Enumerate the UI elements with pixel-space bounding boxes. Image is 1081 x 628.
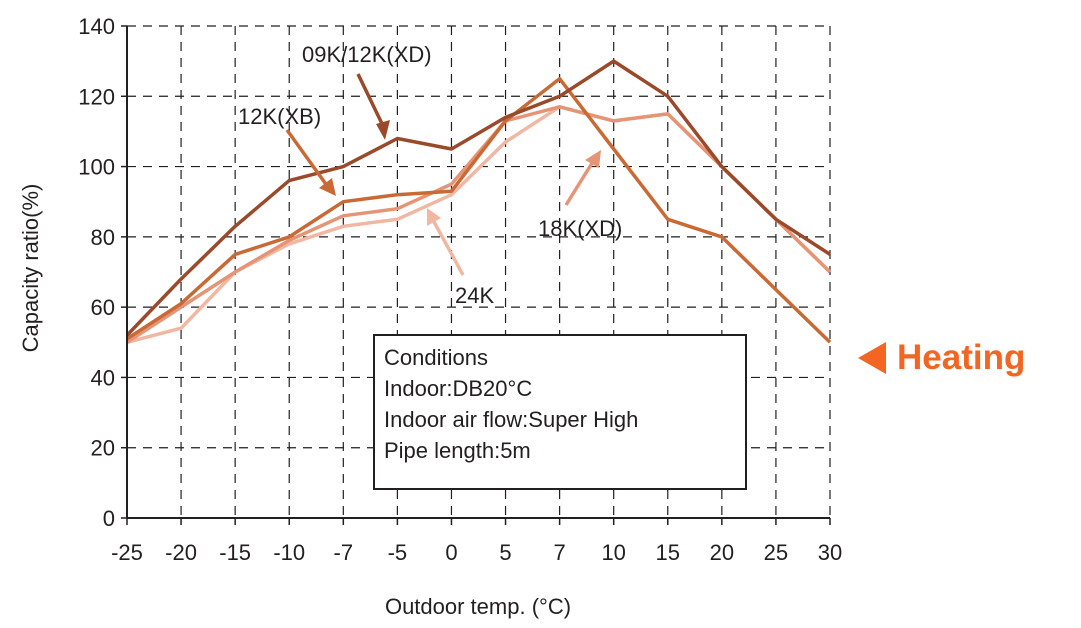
callout-arrow-24k (431, 219, 465, 276)
label-09k-12k-xd: 09K/12K(XD) (302, 42, 432, 67)
label-18k-xd: 18K(XD) (538, 216, 622, 241)
axes (121, 25, 831, 525)
grid-lines (127, 25, 831, 518)
callout-arrowhead-12k (319, 178, 336, 196)
x-tick-label: 0 (445, 540, 457, 565)
x-tick-label: 25 (764, 540, 788, 565)
heating-text: Heating (897, 338, 1026, 377)
x-tick-label: -15 (219, 540, 251, 565)
series-label-09k-12k-xd: 09K/12K(XD) (302, 42, 432, 140)
x-tick-label: 15 (656, 540, 680, 565)
left-arrow-icon (858, 342, 886, 374)
callout-arrowhead-09k (376, 120, 390, 140)
conditions-title: Conditions (384, 345, 488, 370)
x-tick-label: 7 (553, 540, 565, 565)
y-tick-label: 40 (91, 365, 115, 390)
conditions-indoor-temp: Indoor:DB20°C (384, 376, 533, 401)
x-axis-title: Outdoor temp. (°C) (385, 594, 571, 619)
series-line-2 (126, 105, 832, 344)
series-line-0 (125, 59, 831, 337)
label-12k-xb: 12K(XB) (238, 104, 321, 129)
series-line-1 (126, 76, 832, 344)
tick-labels: 0 20 40 60 80 100 120 140 -25 -20 -15 -10 -7 -5 0 5 7 10 1… (78, 14, 842, 565)
series-label-12k-xb: 12K(XB) (238, 104, 336, 196)
series-label-18k-xd: 18K(XD) (538, 150, 622, 241)
x-tick-label: 20 (710, 540, 734, 565)
y-tick-label: 120 (78, 84, 115, 109)
callout-arrowhead-24k (427, 208, 441, 226)
x-tick-label: -25 (111, 540, 143, 565)
callout-arrow-12k (285, 128, 330, 189)
y-tick-label: 0 (103, 506, 115, 531)
conditions-box: Conditions Indoor:DB20°C Indoor air flow… (373, 334, 747, 490)
label-24k: 24K (455, 283, 494, 308)
y-tick-label: 100 (78, 155, 115, 180)
x-tick-label: -10 (273, 540, 305, 565)
callout-arrowhead-18k (585, 150, 601, 168)
conditions-air-flow: Indoor air flow:Super High (384, 407, 639, 432)
y-tick-label: 20 (91, 436, 115, 461)
conditions-pipe-length: Pipe length:5m (384, 438, 531, 463)
x-tick-label: -5 (388, 540, 408, 565)
x-tick-label: -20 (165, 540, 197, 565)
x-tick-label: 10 (601, 540, 625, 565)
x-tick-label: 30 (818, 540, 842, 565)
x-tick-label: -7 (334, 540, 354, 565)
series-label-24k: 24K (427, 208, 494, 308)
y-tick-label: 140 (78, 14, 115, 39)
callout-arrow-18k (564, 159, 596, 206)
heating-label: Heating (858, 338, 1025, 378)
y-tick-label: 60 (91, 295, 115, 320)
y-tick-label: 80 (91, 225, 115, 250)
series-lines (125, 59, 832, 344)
y-axis-title: Capacity ratio(%) (18, 184, 43, 353)
x-tick-label: 5 (499, 540, 511, 565)
callout-arrow-09k (356, 73, 387, 131)
